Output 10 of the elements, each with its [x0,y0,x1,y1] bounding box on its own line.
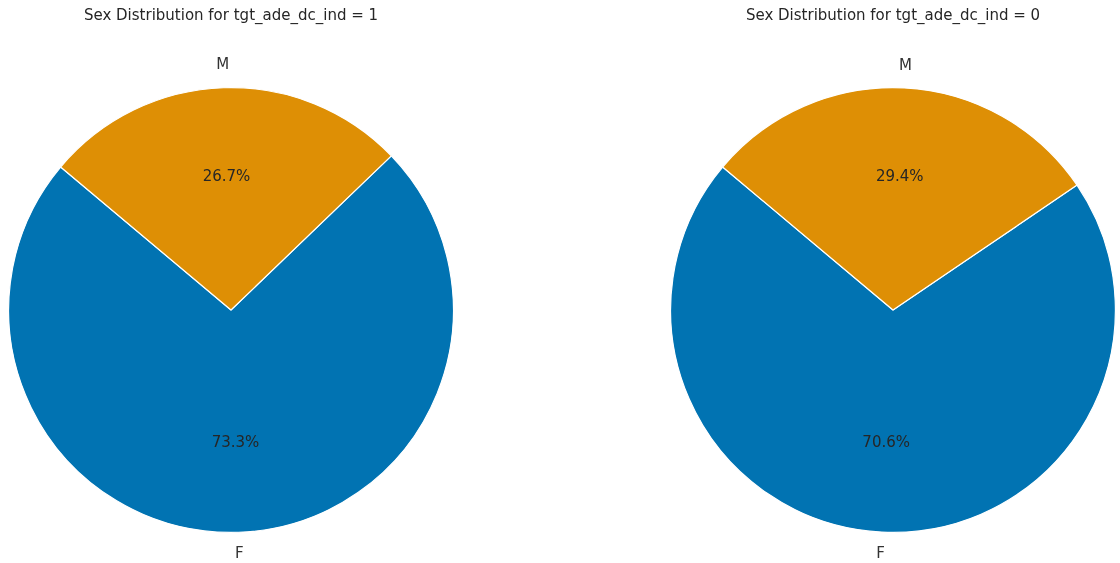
data-label: 70.6% [862,433,911,452]
chart-title: Sex Distribution for tgt_ade_dc_ind = 1 [83,6,379,24]
data-label: 29.4% [875,166,924,185]
slice-label: F [234,544,244,563]
chart-title: Sex Distribution for tgt_ade_dc_ind = 0 [745,6,1041,24]
data-label: 73.3% [211,433,260,452]
slice-label: M [898,55,912,74]
slice-label: M [216,55,230,74]
data-label: 26.7% [202,166,251,185]
slice-label: F [876,544,885,563]
